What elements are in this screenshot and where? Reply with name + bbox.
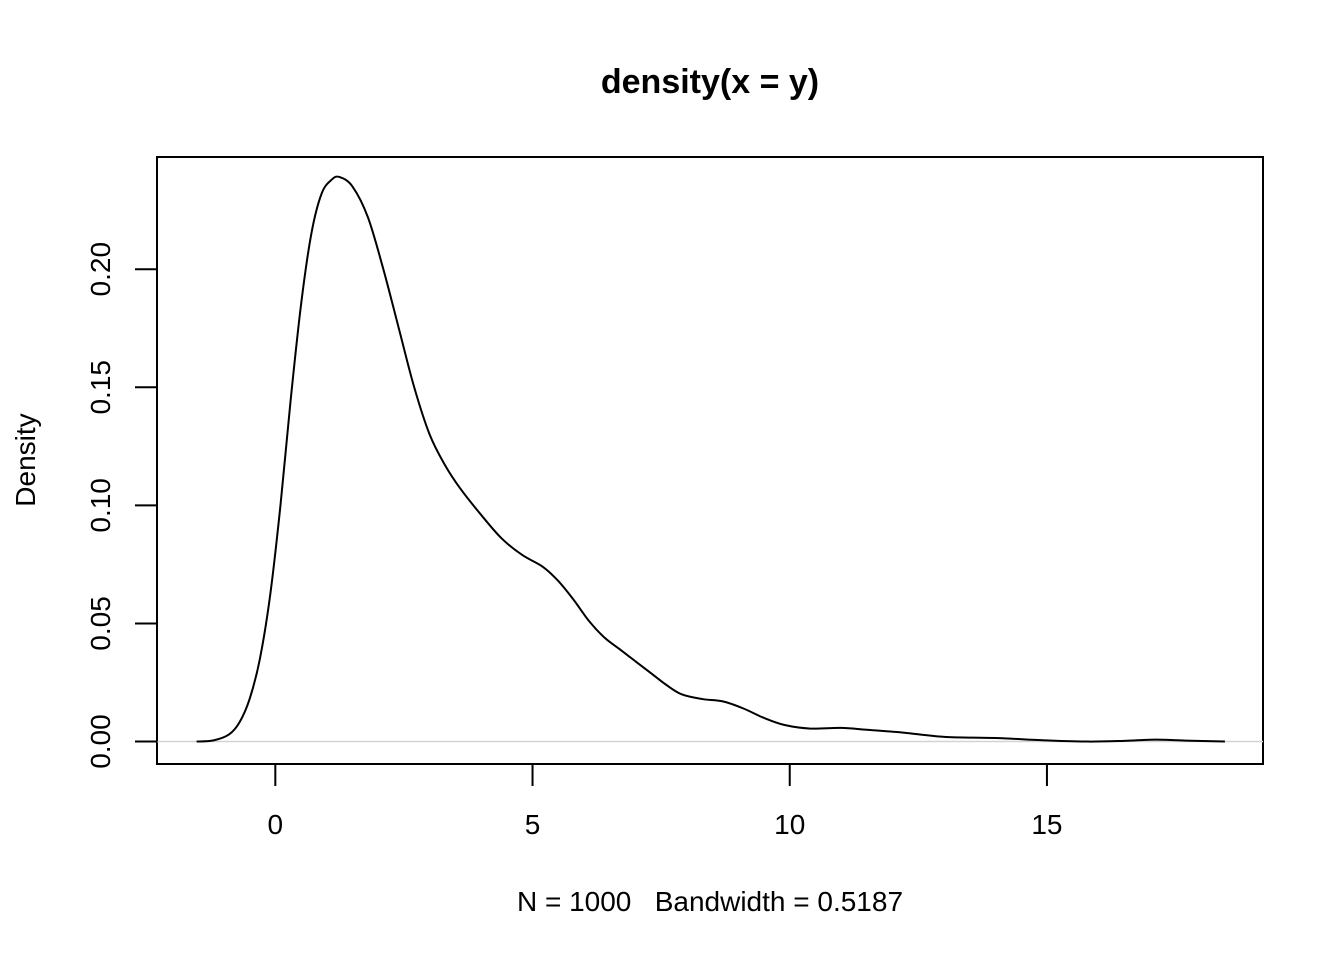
x-tick-label: 0 — [268, 809, 284, 840]
x-tick-label: 5 — [525, 809, 541, 840]
x-axis-label: N = 1000 Bandwidth = 0.5187 — [517, 886, 903, 917]
chart-title: density(x = y) — [601, 63, 819, 101]
y-tick-label: 0.20 — [85, 242, 116, 297]
y-tick-label: 0.00 — [85, 714, 116, 769]
plot-frame — [156, 156, 1264, 765]
x-tick-label: 15 — [1031, 809, 1062, 840]
y-tick-label: 0.10 — [85, 478, 116, 533]
x-axis: 0 5 10 15 — [268, 763, 1063, 840]
y-axis-label: Density — [10, 413, 41, 506]
y-tick-label: 0.15 — [85, 360, 116, 415]
y-tick-label: 0.05 — [85, 596, 116, 651]
x-tick-label: 10 — [774, 809, 805, 840]
density-curve — [196, 175, 1225, 743]
y-axis: 0.00 0.05 0.10 0.15 0.20 — [85, 242, 158, 769]
